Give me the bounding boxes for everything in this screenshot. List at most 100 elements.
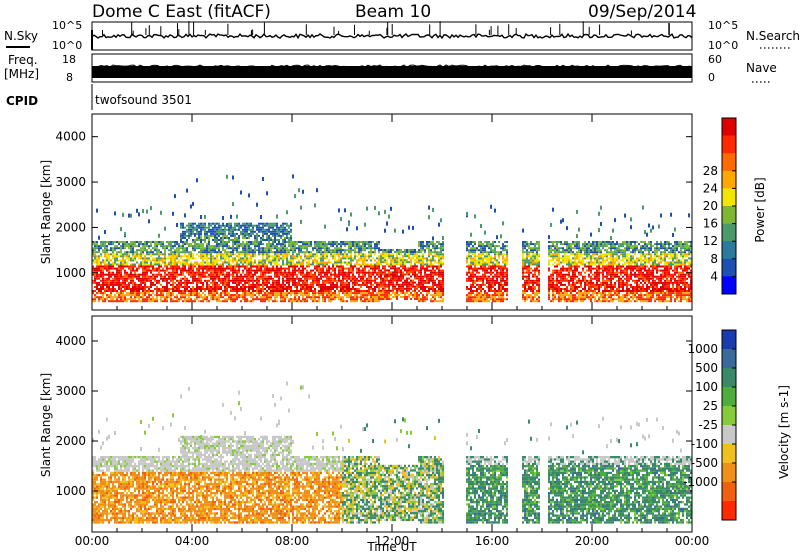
scatter-point	[266, 267, 268, 270]
scatter-point	[286, 259, 288, 262]
scatter-point	[332, 286, 334, 288]
scatter-point	[232, 294, 234, 297]
scatter-point	[304, 247, 306, 250]
scatter-point	[194, 290, 196, 292]
scatter-point	[422, 290, 424, 292]
scatter-point	[192, 273, 194, 276]
scatter-point	[166, 269, 168, 272]
scatter-point	[240, 288, 242, 290]
scatter-point	[436, 277, 438, 280]
scatter-point	[162, 269, 164, 272]
scatter-point	[150, 271, 152, 274]
scatter-point	[244, 300, 246, 303]
scatter-point	[286, 210, 288, 215]
scatter-point	[158, 253, 160, 256]
scatter-point	[94, 257, 96, 260]
scatter-point	[418, 269, 420, 272]
scatter-point	[438, 265, 440, 268]
scatter-point	[136, 288, 138, 290]
scatter-point	[126, 265, 128, 268]
scatter-point	[442, 275, 444, 278]
scatter-point	[426, 269, 428, 272]
scatter-point	[332, 296, 334, 299]
scatter-point	[334, 294, 336, 297]
scatter-point	[142, 209, 144, 214]
scatter-point	[324, 257, 326, 260]
scatter-point	[108, 255, 110, 258]
scatter-point	[234, 296, 236, 299]
scatter-point	[426, 286, 428, 288]
scatter-point	[250, 263, 252, 266]
scatter-point	[270, 251, 272, 254]
scatter-point	[422, 253, 424, 256]
scatter-point	[278, 271, 280, 274]
scatter-point	[210, 277, 212, 280]
scatter-point	[202, 267, 204, 270]
scatter-point	[344, 208, 346, 213]
scatter-point	[336, 263, 338, 266]
scatter-point	[276, 283, 278, 286]
scatter-point	[352, 275, 354, 278]
scatter-point	[226, 243, 228, 246]
scatter-point	[264, 224, 266, 227]
scatter-point	[96, 281, 98, 284]
scatter-point	[184, 281, 186, 284]
scatter-point	[128, 251, 130, 254]
scatter-point	[220, 269, 222, 272]
scatter-point	[370, 277, 372, 280]
scatter-point	[172, 245, 174, 248]
scatter-point	[122, 281, 124, 284]
scatter-point	[490, 257, 492, 260]
scatter-point	[264, 247, 266, 250]
scatter-point	[212, 222, 214, 225]
scatter-point	[324, 283, 326, 286]
scatter-point	[484, 269, 486, 272]
scatter-point	[188, 263, 190, 266]
scatter-point	[268, 298, 270, 301]
scatter-point	[468, 257, 470, 260]
scatter-point	[204, 275, 206, 278]
scatter-point	[388, 298, 390, 300]
scatter-point	[174, 259, 176, 262]
scatter-point	[284, 230, 286, 233]
scatter-point	[172, 269, 174, 272]
scatter-point	[428, 288, 430, 290]
scatter-point	[284, 300, 286, 303]
scatter-point	[496, 245, 498, 248]
scatter-point	[356, 300, 358, 303]
scatter-point	[276, 214, 278, 219]
scatter-point	[248, 228, 250, 231]
scatter-point	[308, 271, 310, 274]
scatter-point	[282, 222, 284, 225]
scatter-point	[354, 265, 356, 268]
scatter-point	[330, 292, 332, 295]
scatter-point	[224, 251, 226, 254]
scatter-point	[420, 251, 422, 254]
scatter-point	[266, 281, 268, 284]
scatter-point	[172, 290, 174, 292]
scatter-point	[252, 261, 254, 264]
scatter-point	[374, 279, 376, 282]
scatter-point	[132, 294, 134, 297]
scatter-point	[318, 243, 320, 246]
scatter-point	[180, 263, 182, 266]
scatter-point	[376, 298, 378, 301]
scatter-point	[330, 275, 332, 278]
scatter-point	[440, 294, 442, 297]
scatter-point	[104, 259, 106, 262]
scatter-point	[328, 275, 330, 278]
scatter-point	[466, 296, 468, 299]
scatter-point	[470, 263, 472, 266]
scatter-point	[160, 253, 162, 256]
scatter-point	[294, 251, 296, 254]
scatter-point	[260, 283, 262, 286]
scatter-point	[232, 273, 234, 276]
scatter-point	[112, 249, 114, 252]
scatter-point	[182, 271, 184, 274]
scatter-point	[210, 267, 212, 270]
scatter-point	[326, 249, 328, 252]
scatter-point	[276, 230, 278, 233]
scatter-point	[110, 263, 112, 266]
scatter-point	[318, 292, 320, 295]
scatter-point	[134, 281, 136, 284]
